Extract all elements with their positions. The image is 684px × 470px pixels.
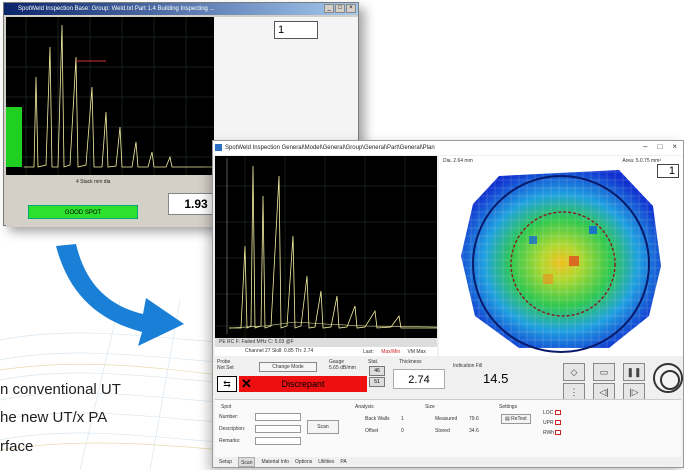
last-readout-row: Last: Max/Min VM Max [363,349,426,355]
retest-icon: ▤ [505,416,510,422]
app-icon [215,144,222,151]
measured-label: Measured [435,416,458,422]
maximize-button[interactable]: □ [657,142,663,151]
c-scan-view: Dia. 2.64 mm Area: 5.0.75 mm² 1 [439,156,683,356]
legacy-window-title: SpotWeld Inspection Base: Group: Weld.tx… [4,3,358,15]
last-label: Last: [363,349,374,355]
a-scan-info-bar: PE RC F: Failed MHz C: 5.03 @F [215,338,437,347]
stored-value: 34.6 [469,428,479,434]
last-value-1: Max/Min [381,349,401,355]
legacy-close-button[interactable]: × [346,4,356,13]
number-field[interactable] [255,413,301,421]
probe-mode-box: Probe Not Set [217,359,375,373]
probe-icon[interactable]: ⇆ [217,376,237,392]
rwh-checkbox-icon [555,430,562,436]
loc-label: LOC [543,410,554,416]
freeze-button[interactable]: ▭ [593,363,615,381]
tab-material-info[interactable]: Material Info [261,459,289,465]
stored-label: Stored [435,428,450,434]
overlay-text-line-3: rface [0,438,34,455]
legacy-controls-label: 4 Stack mm dia [76,179,111,185]
rwh-label: RWh [543,430,555,436]
phased-array-window: SpotWeld Inspection General\Model\Genera… [212,140,684,468]
offset-value: 0 [401,428,404,434]
c-scan-map [461,170,661,353]
scan-button[interactable]: Scan [307,420,339,434]
legacy-a-scan-plot [6,17,214,175]
upr-checkbox-icon [554,420,561,426]
back-walls-label: Back Walls [365,416,390,422]
back-walls-value: 1 [401,416,404,422]
thickness-value: 2.74 [393,369,445,389]
tab-scan[interactable]: Scan [238,457,256,467]
size-group-title: Size [425,404,435,410]
tab-setup[interactable]: Setup [219,459,233,465]
result-discrepant-banner: Discrepant [239,376,367,392]
legacy-minimize-button[interactable]: _ [324,4,334,13]
legacy-gate-bar [6,107,22,167]
thickness-label: Thickness [399,359,422,365]
gauge-readout: Gauge 5.65 dB/mm [329,359,356,371]
last-value-2: VM Max [407,349,426,355]
stat-button-2[interactable]: 51 [369,377,385,387]
loc-checkbox-icon [554,410,561,416]
probe-value: Not Set [217,365,234,371]
remarks-field[interactable] [255,437,301,445]
number-label: Number: [219,414,239,420]
c-scan-page-number[interactable]: 1 [657,164,679,178]
overlay-text-line-1: n conventional UT [0,381,121,398]
stat-button-1[interactable]: 46 [369,366,385,376]
indication-fill-value: 14.5 [483,371,509,386]
settings-group-title: Settings [499,404,518,410]
a-scan-channel-bar: Channel 27 Skill: 0.85 Th: 2.74 [215,347,437,356]
spot-group-title: Spot [221,404,232,410]
eraser-icon[interactable]: ◇ [563,363,585,381]
tab-utilities[interactable]: Utilities [318,459,335,465]
diameter-readout: Dia. 2.64 mm [443,158,473,164]
window-title-bar: SpotWeld Inspection General\Model\Genera… [213,141,683,155]
indication-fill-label: Indication Fill [453,363,483,369]
offset-label: Offset [365,428,379,434]
legacy-maximize-button[interactable]: □ [335,4,345,13]
analysis-group-title: Analysis [355,404,374,410]
rwh-setting[interactable]: RWh [543,430,562,436]
bottom-tabs: Setup Scan Material Info Options Utiliti… [215,457,347,467]
transition-arrow-icon [56,244,184,346]
description-label: Description: [219,426,246,432]
minimize-button[interactable]: – [643,142,648,151]
change-mode-button[interactable]: Change Mode [259,362,317,372]
tab-pa[interactable]: PA [340,459,347,465]
remarks-label: Remarks: [219,438,241,444]
retest-label: ReTest [511,416,527,422]
bottom-panel: Spot Number: Description: Remarks: Scan … [215,399,681,457]
loc-setting[interactable]: LOC [543,410,561,416]
area-readout: Area: 5.0.75 mm² [622,158,661,164]
upr-label: UPR [543,420,554,426]
stat-label: Stat. [368,359,379,365]
close-button[interactable]: × [672,142,677,151]
legacy-status-indicator: GOOD SPOT [28,205,138,219]
window-title: SpotWeld Inspection General\Model\Genera… [225,145,435,151]
retest-button[interactable]: ▤ ReTest [501,414,531,424]
description-field[interactable] [255,425,301,433]
legacy-page-number[interactable]: 1 [274,21,318,39]
gauge-value: 5.65 dB/mm [329,365,356,371]
legacy-window-buttons: _ □ × [324,4,356,13]
pause-icon[interactable]: ❚❚ [623,363,645,381]
probe-label: Probe [217,359,231,365]
overlay-text-line-2: he new UT/x PA [0,409,108,426]
reject-x-icon: ✕ [241,376,252,391]
a-scan-plot [215,156,437,338]
tab-options[interactable]: Options [295,459,313,465]
measured-value: 79.6 [469,416,479,422]
window-controls: – □ × [643,142,677,151]
record-button[interactable] [653,363,683,393]
upr-setting[interactable]: UPR [543,420,561,426]
gauge-label: Gauge [329,359,345,365]
